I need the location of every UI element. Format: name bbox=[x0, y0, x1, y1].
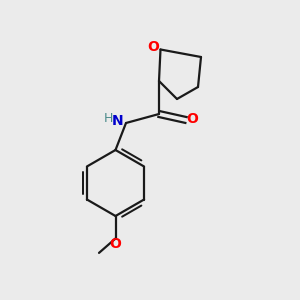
Text: O: O bbox=[187, 112, 199, 126]
Text: N: N bbox=[112, 114, 123, 128]
Text: O: O bbox=[147, 40, 159, 54]
Text: H: H bbox=[104, 112, 113, 125]
Text: O: O bbox=[110, 237, 122, 251]
